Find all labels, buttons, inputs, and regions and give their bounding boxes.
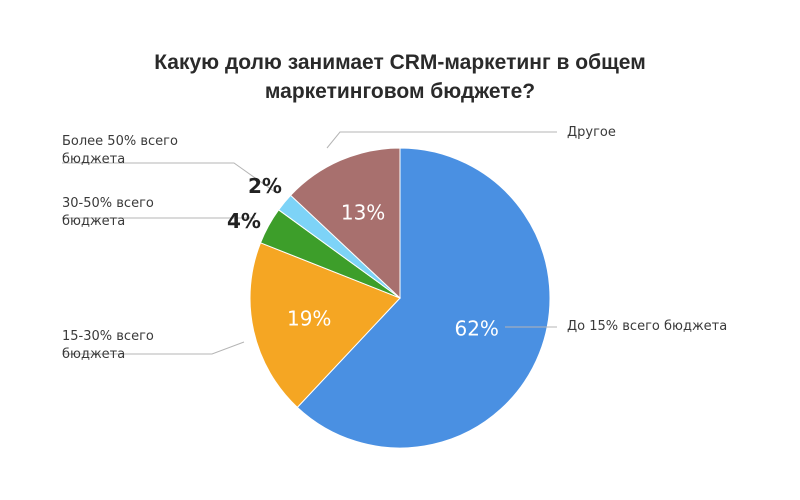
chart-title-line-2: маркетинговом бюджете? (265, 80, 535, 103)
chart-title-line-1: Какую долю занимает CRM-маркетинг в обще… (154, 51, 646, 74)
chart-title: Какую долю занимает CRM-маркетинг в обще… (154, 51, 646, 103)
slice-category-label-s30_50: 30-50% всего бюджета (62, 196, 154, 229)
slice-labels: 62% До 15% всего бюджета 19% 15-30% всего бю… (62, 125, 727, 362)
leader-line-other (326, 131, 557, 149)
slice-value-label-other: 13% (341, 201, 385, 225)
slice-category-label-s15_30: 15-30% всего бюджета (62, 329, 154, 362)
leader-lines (62, 131, 557, 355)
slice-value-label-do15: 62% (454, 316, 498, 340)
slice-category-label-do15: До 15% всего бюджета (567, 319, 727, 334)
pie-slice-s15_30 (249, 242, 401, 409)
slice-value-label-s15_30: 19% (287, 306, 331, 330)
pie-slice-do15 (296, 147, 551, 449)
leader-line-s50 (62, 162, 276, 193)
slice-category-label-s50: Более 50% всего бюджета (62, 134, 178, 167)
slice-value-label-s30_50: 4% (227, 209, 261, 233)
slice-category-label-other: Другое (567, 125, 616, 140)
slice-value-label-s50: 2% (248, 174, 282, 198)
leader-line-s15_30 (62, 341, 245, 355)
pie-slices (249, 147, 551, 449)
pie-slice-other (289, 147, 401, 300)
